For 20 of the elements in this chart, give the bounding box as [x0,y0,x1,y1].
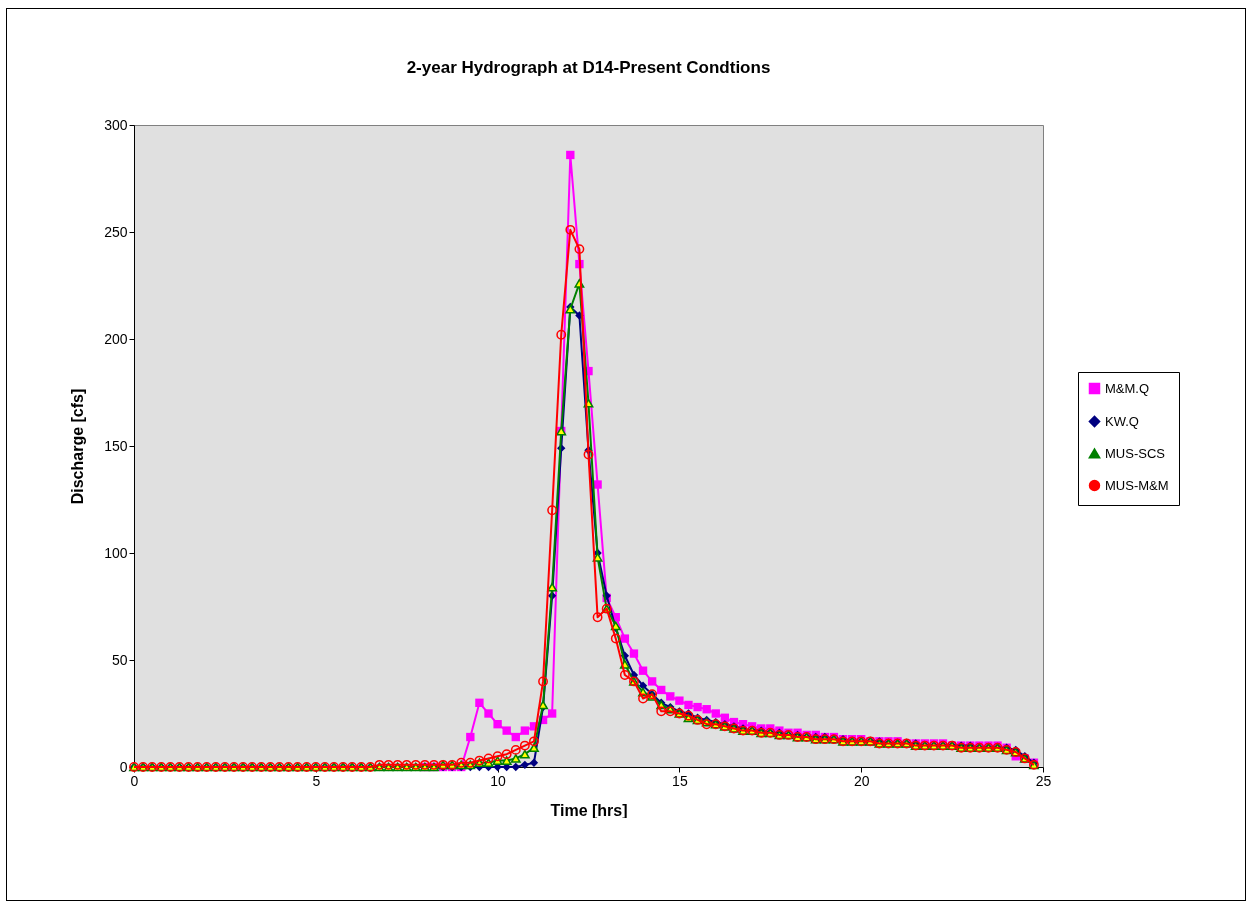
y-tick-label: 100 [104,544,128,561]
y-axis-title: Discharge [cfs] [69,388,87,505]
y-tick-label: 0 [119,758,128,775]
legend-label: MUS-SCS [1105,445,1166,461]
legend-label: M&M.Q [1105,380,1150,396]
chart-title: 2-year Hydrograph at D14-Present Condtions [406,58,771,77]
x-tick-label: 5 [312,772,321,789]
x-tick-label: 25 [1035,772,1052,789]
x-axis-title: Time [hrs] [550,801,628,819]
x-tick-label: 10 [490,772,507,789]
y-tick-label: 50 [111,651,128,668]
legend-label: KW.Q [1105,413,1139,429]
y-tick-label: 200 [104,330,128,347]
y-tick-label: 250 [104,223,128,240]
x-tick-label: 15 [672,772,688,789]
y-tick-label: 150 [104,437,128,454]
legend-label: MUS-M&M [1105,477,1169,493]
x-tick-label: 0 [130,772,139,789]
y-tick-label: 300 [104,116,128,133]
x-tick-label: 20 [853,772,870,789]
